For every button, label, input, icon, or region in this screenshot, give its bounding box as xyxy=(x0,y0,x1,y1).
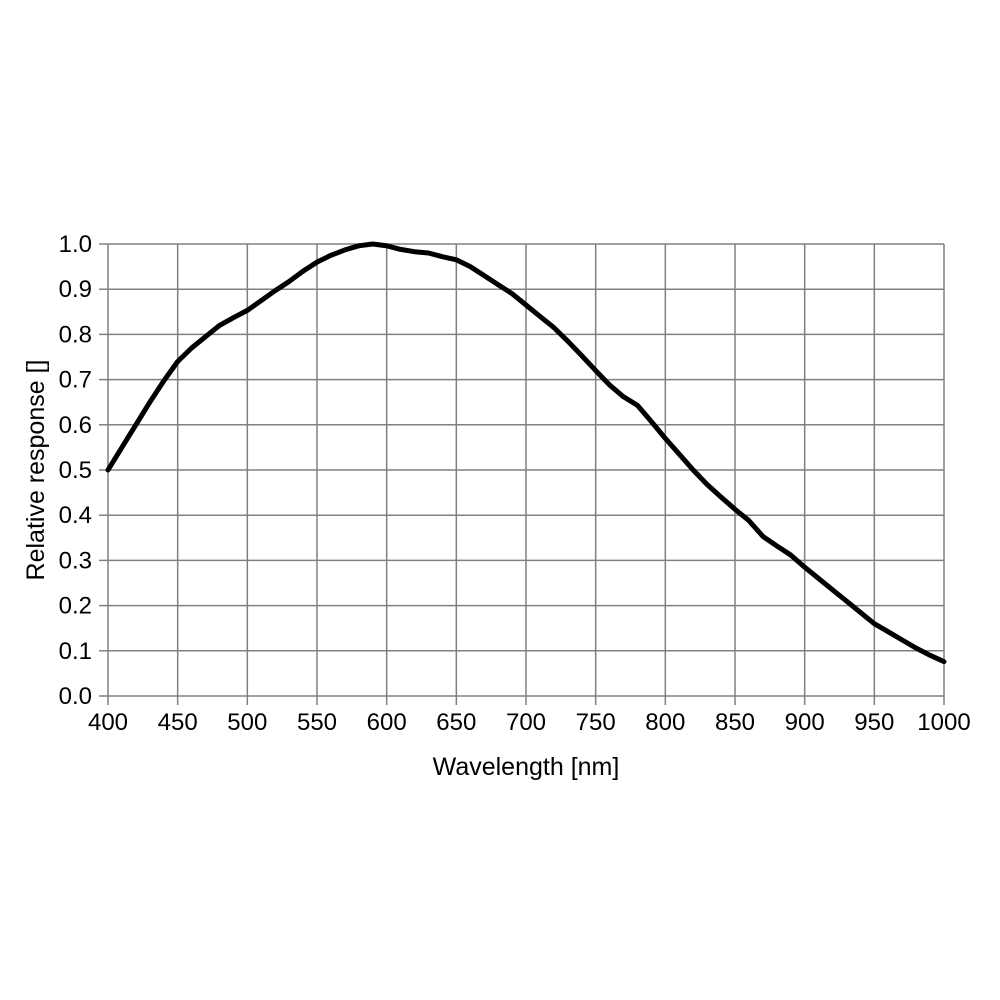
y-tick-label: 0.0 xyxy=(59,683,92,710)
x-tick-label: 800 xyxy=(645,709,685,736)
y-tick-label: 0.3 xyxy=(59,547,92,574)
y-tick-label: 0.1 xyxy=(59,638,92,665)
x-tick-label: 750 xyxy=(576,709,616,736)
y-tick-label: 0.6 xyxy=(59,412,92,439)
x-tick-label: 650 xyxy=(436,709,476,736)
y-axis-title: Relative response [] xyxy=(22,360,50,581)
y-tick-label: 0.5 xyxy=(59,457,92,484)
x-tick-label: 850 xyxy=(715,709,755,736)
y-tick-label: 0.8 xyxy=(59,321,92,348)
axis-ticks xyxy=(99,243,945,705)
y-tick-labels: 0.0 0.1 0.2 0.3 0.4 0.5 0.6 0.7 0.8 0.9 1.0 xyxy=(59,231,92,710)
x-tick-label: 600 xyxy=(367,709,407,736)
x-tick-label: 700 xyxy=(506,709,546,736)
response-curve xyxy=(105,241,947,665)
x-tick-label: 550 xyxy=(297,709,337,736)
y-tick-label: 0.4 xyxy=(59,502,92,529)
x-tick-label: 450 xyxy=(158,709,198,736)
x-tick-labels: 400 450 500 550 600 650 700 750 800 850 900 950 1000 xyxy=(88,709,971,736)
y-tick-label: 0.7 xyxy=(59,367,92,394)
x-tick-label: 1000 xyxy=(917,709,970,736)
x-tick-label: 900 xyxy=(785,709,825,736)
y-tick-label: 1.0 xyxy=(59,231,92,258)
x-axis-title: Wavelength [nm] xyxy=(433,753,620,781)
y-tick-label: 0.2 xyxy=(59,593,92,620)
grid xyxy=(107,243,945,697)
x-tick-label: 950 xyxy=(854,709,894,736)
y-tick-label: 0.9 xyxy=(59,276,92,303)
x-tick-label: 500 xyxy=(227,709,267,736)
x-tick-label: 400 xyxy=(88,709,128,736)
